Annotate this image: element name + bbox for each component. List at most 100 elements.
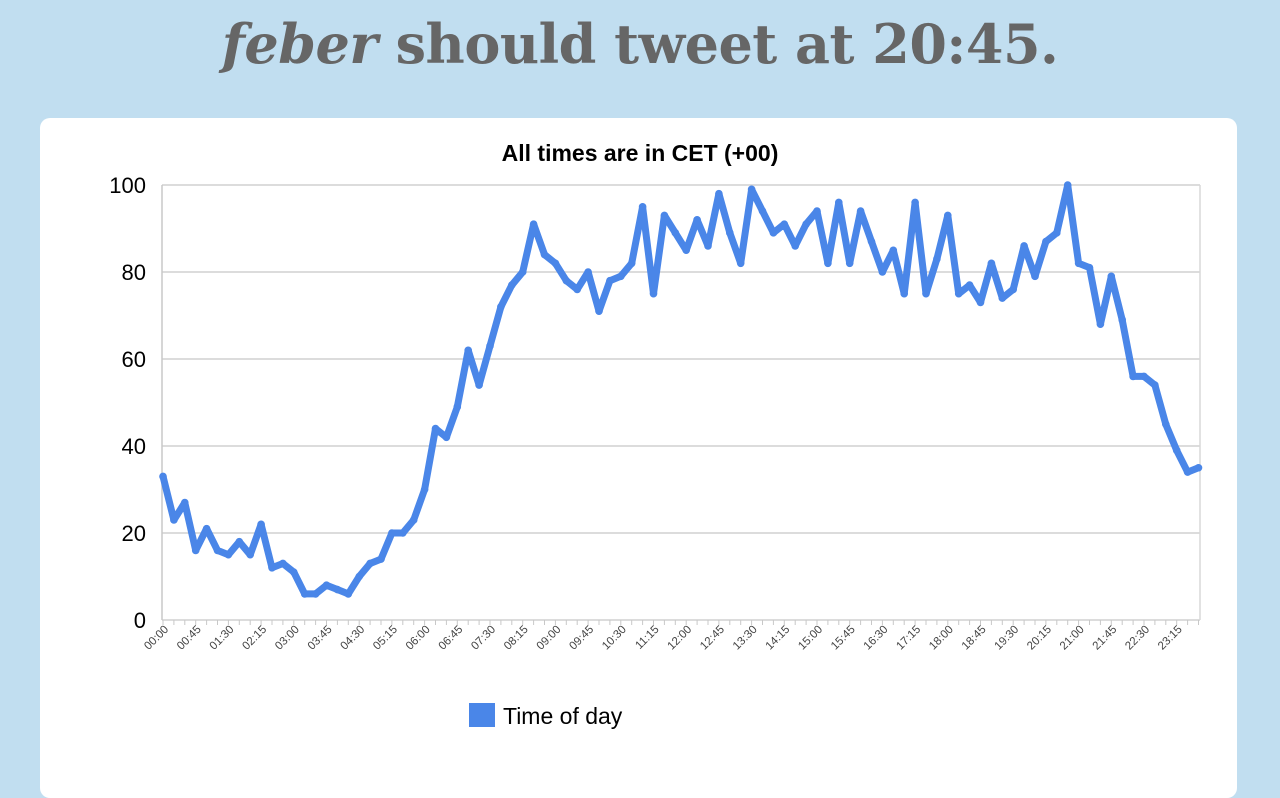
x-tick-label: 05:15	[371, 624, 400, 653]
data-point	[213, 546, 222, 555]
x-tick-label: 21:00	[1058, 624, 1087, 653]
data-point	[813, 207, 821, 215]
data-point	[682, 246, 690, 255]
data-point	[366, 559, 374, 568]
data-point	[529, 220, 538, 228]
data-point	[944, 211, 952, 220]
data-point	[420, 485, 429, 494]
data-point	[1194, 463, 1203, 472]
headline: feber should tweet at 20:45.	[0, 12, 1280, 76]
x-tick-label: 07:30	[469, 624, 498, 653]
x-tick-label: 06:45	[437, 624, 466, 653]
data-point	[1151, 381, 1159, 389]
data-point	[1020, 242, 1028, 250]
y-tick-label: 100	[109, 173, 146, 198]
data-point	[1140, 372, 1148, 381]
data-point	[388, 529, 396, 537]
data-point	[726, 229, 734, 237]
data-point	[1162, 420, 1170, 429]
data-point	[279, 559, 287, 568]
data-point	[867, 237, 876, 246]
x-tick-label: 00:45	[175, 624, 204, 653]
data-point	[660, 211, 669, 220]
x-tick-label: 11:15	[633, 624, 661, 652]
x-tick-label: 08:15	[502, 624, 531, 653]
x-tick-label: 22:30	[1123, 624, 1152, 653]
data-point	[1118, 316, 1126, 324]
x-tick-label: 03:00	[273, 624, 302, 653]
x-tick-label: 13:30	[731, 624, 760, 653]
x-tick-label: 12:00	[665, 624, 694, 653]
data-point	[442, 433, 451, 442]
data-point	[181, 498, 189, 507]
y-tick-label: 20	[122, 521, 146, 546]
data-point	[584, 268, 592, 276]
x-tick-label: 10:30	[600, 624, 629, 653]
data-point	[1107, 272, 1116, 281]
x-tick-label: 17:15	[894, 624, 923, 653]
data-point	[1042, 237, 1050, 246]
x-tick-label: 02:15	[240, 624, 269, 653]
data-point	[617, 272, 625, 281]
x-tick-label: 19:30	[992, 624, 1021, 653]
data-point	[409, 516, 418, 524]
data-point	[900, 289, 908, 298]
data-point	[1009, 285, 1017, 294]
x-tick-label: 15:00	[796, 624, 825, 653]
data-point	[780, 220, 789, 228]
data-point	[431, 424, 440, 433]
x-tick-label: 18:45	[960, 624, 989, 653]
data-point	[518, 268, 527, 276]
data-point	[290, 568, 298, 576]
data-point	[1129, 372, 1137, 381]
data-point	[1063, 181, 1072, 189]
x-tick-label: 18:00	[927, 624, 956, 653]
data-point	[453, 403, 462, 411]
data-point	[300, 590, 309, 598]
data-point	[976, 298, 985, 307]
data-point	[508, 281, 516, 289]
data-point	[170, 516, 178, 524]
data-point	[191, 546, 200, 555]
data-point	[202, 524, 211, 533]
data-point	[1096, 320, 1105, 329]
x-tick-label: 06:00	[404, 624, 433, 653]
data-point	[551, 259, 560, 268]
data-point	[627, 259, 636, 268]
data-point	[922, 289, 930, 298]
data-point	[235, 537, 244, 546]
data-point	[268, 564, 276, 572]
data-point	[246, 550, 254, 559]
data-point	[497, 303, 505, 311]
data-point	[377, 555, 385, 563]
data-point	[671, 229, 680, 237]
x-tick-label: 09:45	[567, 624, 596, 653]
y-tick-label: 60	[122, 347, 146, 372]
y-tick-label: 40	[122, 434, 146, 459]
x-tick-label: 01:30	[208, 624, 237, 653]
data-point	[747, 185, 756, 194]
data-point	[475, 381, 483, 389]
data-point	[845, 259, 854, 268]
data-point	[606, 276, 614, 285]
x-tick-label: 12:45	[698, 624, 727, 653]
data-point	[933, 255, 941, 263]
data-point	[311, 590, 320, 598]
data-point	[1172, 446, 1181, 455]
data-point	[649, 289, 658, 298]
data-point	[856, 207, 865, 215]
x-tick-label: 15:45	[829, 624, 858, 653]
data-point	[835, 198, 843, 207]
legend: Time of day	[469, 703, 623, 729]
data-point	[791, 242, 799, 250]
x-tick-label: 20:15	[1025, 624, 1054, 653]
headline-text: should tweet at 20:45.	[395, 12, 1059, 76]
headline-user: feber	[221, 12, 378, 76]
x-tick-label: 09:00	[535, 624, 564, 653]
data-point	[159, 472, 167, 481]
data-point	[1085, 263, 1094, 272]
data-point	[322, 581, 331, 589]
legend-label: Time of day	[503, 703, 623, 729]
y-tick-label: 80	[122, 260, 146, 285]
data-point	[758, 207, 767, 215]
